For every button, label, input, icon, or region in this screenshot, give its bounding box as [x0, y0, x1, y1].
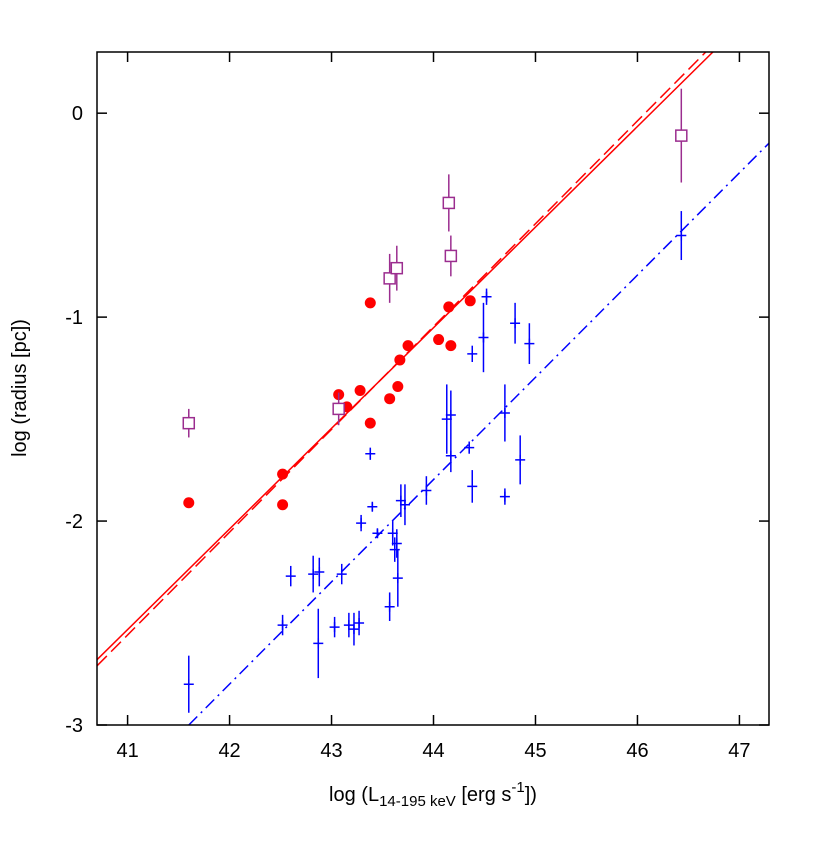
point: [499, 491, 510, 502]
point: [183, 679, 194, 690]
point: [182, 416, 196, 430]
point: [392, 573, 403, 584]
point: [444, 249, 458, 263]
point: [389, 544, 400, 555]
point: [390, 261, 404, 275]
point: [524, 338, 535, 349]
point: [515, 454, 526, 465]
x-label-superscript: -1: [511, 779, 524, 796]
x-tick-label: 46: [626, 740, 648, 762]
point: [467, 481, 478, 492]
point: [510, 318, 521, 329]
point: [675, 129, 688, 142]
point: [277, 468, 289, 480]
point: [384, 601, 395, 612]
point: [445, 410, 456, 421]
x-label-part: [erg s: [456, 784, 512, 806]
point: [285, 571, 296, 582]
y-axis-label: log (radius [pc]): [9, 319, 31, 457]
point: [308, 569, 319, 580]
point: [372, 528, 383, 539]
x-tick-label: 44: [422, 740, 444, 762]
point: [442, 196, 456, 210]
point: [421, 485, 432, 496]
point: [464, 442, 475, 453]
x-tick-label: 47: [728, 740, 750, 762]
point: [392, 380, 404, 392]
point: [313, 638, 324, 649]
point: [445, 340, 457, 352]
x-label-subscript: 14-195 keV: [379, 793, 456, 810]
point: [481, 291, 492, 302]
plot-frame: [96, 51, 770, 726]
y-tick-label: 0: [72, 103, 83, 125]
point: [364, 417, 376, 429]
x-tick-label: 43: [320, 740, 342, 762]
point: [343, 620, 354, 631]
point: [399, 499, 410, 510]
point: [443, 301, 455, 313]
point: [356, 518, 367, 529]
point: [354, 385, 366, 397]
point: [433, 334, 445, 346]
point: [391, 538, 402, 549]
point: [464, 295, 476, 307]
point: [183, 497, 195, 509]
point: [329, 622, 340, 633]
x-tick-label: 41: [116, 740, 138, 762]
fit-line: [97, 52, 714, 661]
point: [467, 348, 478, 359]
x-label-part: ]): [525, 784, 537, 806]
point: [277, 620, 288, 631]
point: [478, 332, 489, 343]
y-tick-label: -2: [65, 511, 83, 533]
point: [314, 567, 325, 578]
point: [354, 618, 365, 629]
point: [332, 402, 345, 416]
point: [336, 569, 347, 580]
y-tick-label: -1: [65, 307, 83, 329]
point: [348, 624, 359, 635]
point: [676, 230, 687, 241]
point: [402, 340, 414, 352]
point: [364, 297, 376, 309]
point: [384, 393, 396, 405]
point: [383, 272, 396, 285]
point: [367, 501, 378, 512]
fit-line: [188, 142, 769, 725]
plot-area: [97, 52, 769, 725]
point: [365, 448, 376, 459]
x-tick-label: 45: [524, 740, 546, 762]
point: [394, 354, 406, 366]
x-label-part: log (L: [329, 784, 379, 806]
x-tick-label: 42: [218, 740, 240, 762]
point: [445, 450, 456, 461]
x-axis-label: log (L14-195 keV [erg s-1]): [329, 779, 537, 810]
y-tick-label: -3: [65, 715, 83, 737]
point: [277, 499, 289, 511]
point: [499, 407, 510, 418]
